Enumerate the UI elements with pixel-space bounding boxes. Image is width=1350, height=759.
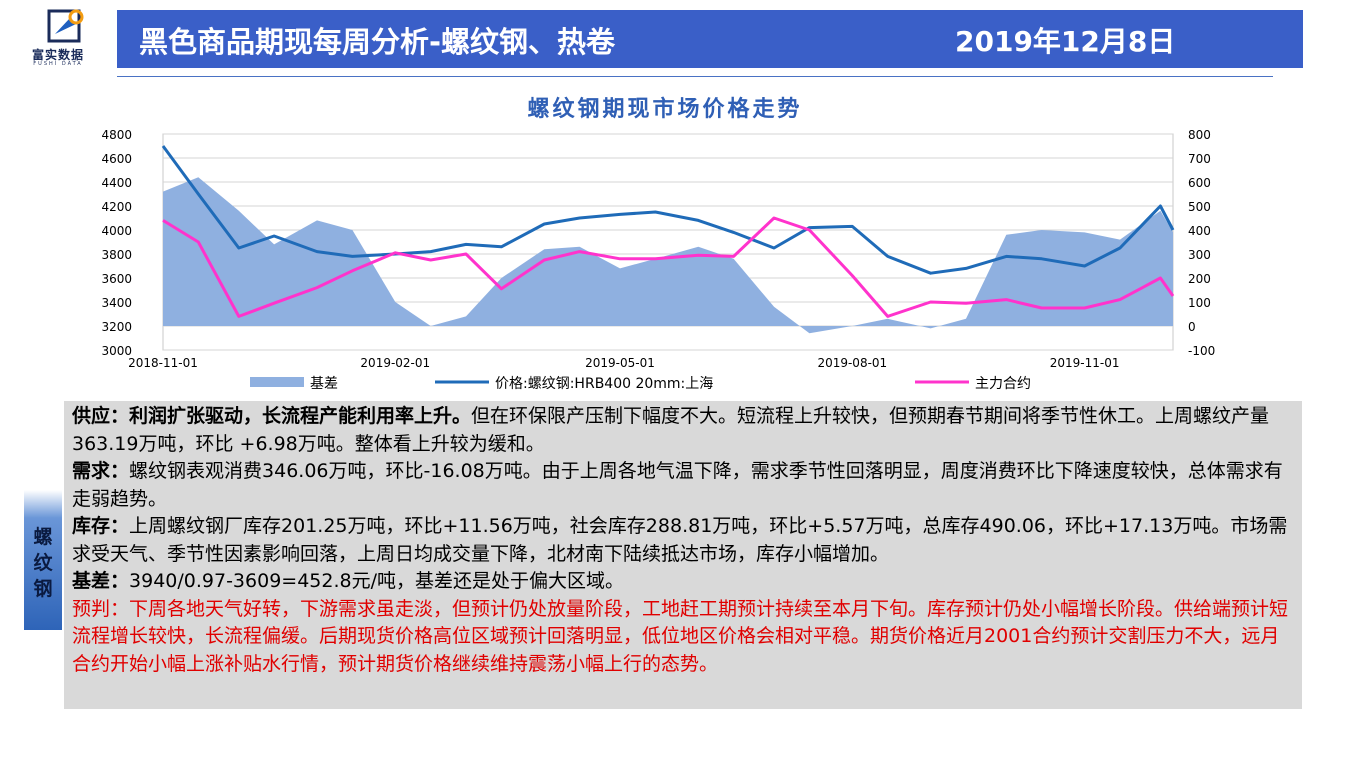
logo-en: FUSHI DATA: [33, 61, 83, 67]
basis-text: 3940/0.97-3609=452.8元/吨，基差还是处于偏大区域。: [129, 570, 624, 592]
basis-area: [163, 177, 1173, 334]
legend-swatch-area: [250, 377, 304, 387]
supply-text: 但在环保限产压制下幅度不大。短流程上升较快，但预期春节期间将季节性休工。上周螺纹…: [72, 405, 1270, 455]
supply-paragraph: 供应：利润扩张驱动，长流程产能利用率上升。但在环保限产压制下幅度不大。短流程上升…: [72, 403, 1294, 458]
logo-name: 富实数据: [31, 48, 84, 62]
y-left-tick-label: 3800: [101, 248, 132, 262]
header-divider: [117, 76, 1273, 77]
x-tick-label: 2019-02-01: [360, 356, 430, 370]
y-left-tick-label: 4600: [101, 152, 132, 166]
company-logo: 富实数据 FUSHI DATA: [8, 6, 116, 68]
title-banner: 黑色商品期现每周分析-螺纹钢、热卷 2019年12月8日: [117, 10, 1303, 68]
demand-text: 螺纹钢表观消费346.06万吨，环比-16.08万吨。由于上周各地气温下降，需求…: [72, 460, 1283, 510]
y-right-tick-label: 100: [1188, 296, 1211, 310]
y-right-tick-label: 500: [1188, 200, 1211, 214]
legend-label: 主力合约: [975, 376, 1031, 392]
basis-paragraph: 基差：3940/0.97-3609=452.8元/吨，基差还是处于偏大区域。: [72, 568, 1294, 596]
rebar-price-chart: 螺纹钢期现市场价格走势 3000320034003600380040004200…: [101, 96, 1215, 392]
inventory-text: 上周螺纹钢厂库存201.25万吨，环比+11.56万吨，社会库存288.81万吨…: [72, 515, 1288, 565]
y-right-tick-label: 600: [1188, 176, 1211, 190]
section-tab-rebar: 螺 纹 钢: [24, 490, 62, 630]
spot-price-line: [161, 145, 1175, 275]
left-axis-ticks: 3000 3200 3400 3600 3800 4000 4200 4400 4600 4800: [101, 128, 132, 358]
basis-label: 基差：: [72, 570, 130, 592]
basis-area-layer: [163, 177, 1173, 334]
supply-headline: 利润扩张驱动，长流程产能利用率上升。: [129, 405, 472, 427]
price-lines-layer: [161, 145, 1175, 318]
y-left-tick-label: 3200: [101, 320, 132, 334]
x-tick-label: 2019-11-01: [1050, 356, 1120, 370]
y-left-tick-label: 3000: [101, 344, 132, 358]
y-left-tick-label: 4000: [101, 224, 132, 238]
inventory-label: 库存：: [72, 515, 130, 537]
page-title: 黑色商品期现每周分析-螺纹钢、热卷: [139, 25, 616, 59]
analysis-textbox: 供应：利润扩张驱动，长流程产能利用率上升。但在环保限产压制下幅度不大。短流程上升…: [64, 401, 1302, 709]
side-tab-char: 纹: [33, 552, 53, 574]
y-right-tick-label: 0: [1188, 320, 1196, 334]
y-left-tick-label: 3600: [101, 272, 132, 286]
demand-label: 需求：: [72, 460, 130, 482]
chart-legend: 基差 价格:螺纹钢:HRB400 20mm:上海 主力合约: [250, 375, 1031, 392]
chart-title: 螺纹钢期现市场价格走势: [527, 96, 802, 122]
y-left-tick-label: 4800: [101, 128, 132, 142]
side-tab-char: 螺: [33, 526, 53, 548]
x-tick-label: 2019-08-01: [817, 356, 887, 370]
y-right-tick-label: 700: [1188, 152, 1211, 166]
y-left-tick-label: 4200: [101, 200, 132, 214]
y-right-tick-label: 400: [1188, 224, 1211, 238]
y-right-tick-label: 800: [1188, 128, 1211, 142]
y-right-tick-label: -100: [1188, 344, 1215, 358]
y-right-tick-label: 200: [1188, 272, 1211, 286]
x-tick-label: 2019-05-01: [585, 356, 655, 370]
demand-paragraph: 需求：螺纹钢表观消费346.06万吨，环比-16.08万吨。由于上周各地气温下降…: [72, 458, 1294, 513]
futures-contract-line: [162, 216, 1175, 318]
y-left-tick-label: 3400: [101, 296, 132, 310]
x-tick-label: 2018-11-01: [128, 356, 198, 370]
inventory-paragraph: 库存：上周螺纹钢厂库存201.25万吨，环比+11.56万吨，社会库存288.8…: [72, 513, 1294, 568]
side-tab-char: 钢: [33, 578, 53, 600]
y-left-tick-label: 4400: [101, 176, 132, 190]
logo-emblem-icon: [47, 9, 84, 43]
y-right-tick-label: 300: [1188, 248, 1211, 262]
forecast-paragraph: 预判：下周各地天气好转，下游需求虽走淡，但预计仍处放量阶段，工地赶工期预计持续至…: [72, 597, 1289, 675]
report-date: 2019年12月8日: [955, 25, 1176, 58]
x-axis-ticks: 2018-11-01 2019-02-01 2019-05-01 2019-08-01…: [128, 356, 1119, 370]
supply-label: 供应：: [72, 405, 130, 427]
legend-label: 基差: [310, 375, 338, 392]
right-axis-ticks: -100 0 100 200 300 400 500 600 700 800: [1188, 128, 1215, 358]
legend-label: 价格:螺纹钢:HRB400 20mm:上海: [495, 376, 713, 392]
